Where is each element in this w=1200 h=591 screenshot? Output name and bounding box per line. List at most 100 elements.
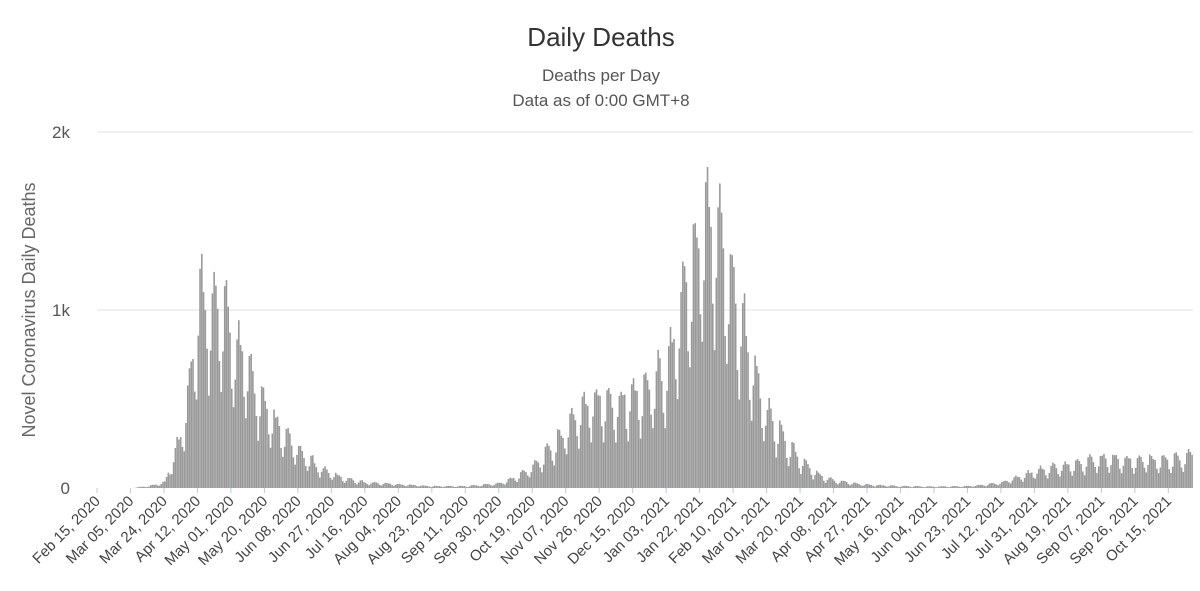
daily-deaths-bar: [555, 452, 557, 488]
daily-deaths-bar: [193, 391, 196, 488]
daily-deaths-bar: [370, 483, 372, 488]
daily-deaths-bar: [1133, 473, 1135, 488]
daily-deaths-bar: [801, 466, 804, 488]
daily-deaths-bar: [467, 486, 469, 488]
daily-deaths-bar: [292, 457, 295, 488]
daily-deaths-bar: [833, 480, 836, 488]
daily-deaths-bar: [327, 472, 330, 488]
daily-deaths-bar: [639, 438, 642, 488]
daily-deaths-bar: [345, 480, 348, 488]
daily-deaths-bar: [363, 482, 365, 488]
daily-deaths-bar: [787, 466, 790, 488]
daily-deaths-bar: [720, 212, 723, 488]
daily-deaths-bar: [805, 460, 807, 488]
daily-deaths-bar: [489, 485, 492, 488]
daily-deaths-bar: [186, 385, 189, 488]
daily-deaths-bar: [734, 303, 737, 488]
daily-deaths-bar: [1141, 461, 1144, 488]
daily-deaths-bar: [930, 486, 933, 488]
daily-deaths-bar: [162, 481, 164, 488]
daily-deaths-bar: [905, 485, 908, 488]
daily-deaths-bar: [350, 478, 353, 488]
daily-deaths-bar: [638, 419, 640, 488]
daily-deaths-bar: [558, 429, 561, 488]
daily-deaths-bar: [151, 484, 154, 488]
daily-deaths-bar: [433, 485, 436, 488]
daily-deaths-bar: [484, 484, 487, 488]
daily-deaths-bar: [671, 342, 674, 488]
daily-deaths-bar: [770, 408, 772, 488]
daily-deaths-bar: [565, 454, 568, 488]
daily-deaths-bar: [1067, 464, 1070, 488]
daily-deaths-bar: [653, 408, 656, 488]
daily-deaths-bar: [606, 390, 608, 488]
daily-deaths-bar: [879, 484, 881, 488]
daily-deaths-bar: [921, 486, 924, 488]
daily-deaths-bar: [775, 457, 778, 488]
daily-deaths-bar: [592, 416, 594, 488]
daily-deaths-bar: [1101, 455, 1104, 488]
daily-deaths-bar: [167, 472, 170, 488]
daily-deaths-bar: [682, 261, 684, 488]
daily-deaths-bar: [534, 460, 536, 488]
daily-deaths-bar: [851, 484, 853, 488]
daily-deaths-bar: [685, 282, 688, 488]
daily-deaths-bar: [1030, 472, 1033, 488]
daily-deaths-bar: [863, 485, 866, 488]
daily-deaths-bar: [1154, 460, 1156, 488]
daily-deaths-bar: [729, 254, 732, 488]
daily-deaths-bar: [808, 468, 811, 488]
daily-deaths-bar: [613, 429, 615, 488]
daily-deaths-bar: [1191, 454, 1193, 488]
daily-deaths-bar: [680, 292, 682, 488]
daily-deaths-bar: [514, 480, 517, 488]
daily-deaths-bar: [551, 460, 554, 488]
daily-deaths-bar: [1041, 468, 1044, 488]
chart-subtitle-line-1: Deaths per Day: [542, 66, 661, 85]
daily-deaths-bar: [153, 484, 156, 488]
daily-deaths-bar: [343, 482, 346, 488]
daily-deaths-bar: [264, 400, 267, 488]
daily-deaths-bar: [683, 266, 686, 488]
daily-deaths-bar: [320, 471, 323, 488]
daily-deaths-bar: [199, 268, 201, 488]
daily-deaths-bar: [601, 426, 603, 488]
daily-deaths-bar: [440, 486, 443, 488]
daily-deaths-bar: [926, 486, 929, 488]
daily-deaths-bar: [202, 292, 205, 488]
daily-deaths-bar: [1060, 470, 1063, 488]
daily-deaths-bar: [845, 482, 848, 488]
daily-deaths-bar: [1161, 455, 1163, 488]
daily-deaths-bar: [426, 485, 429, 488]
daily-deaths-bar: [347, 477, 349, 488]
daily-deaths-bar: [1009, 483, 1012, 488]
daily-deaths-bar: [223, 286, 226, 488]
daily-deaths-bar: [955, 486, 957, 488]
daily-deaths-bar: [512, 477, 515, 488]
daily-deaths-bar: [572, 414, 575, 488]
daily-deaths-bar: [847, 484, 850, 488]
daily-deaths-bar: [1085, 466, 1088, 488]
daily-deaths-bar: [141, 486, 143, 488]
daily-deaths-bar: [1177, 455, 1179, 488]
daily-deaths-bar: [935, 487, 938, 488]
daily-deaths-bar: [842, 480, 844, 488]
daily-deaths-bar: [1053, 464, 1056, 488]
y-tick-label: 0: [61, 479, 70, 498]
daily-deaths-bar: [782, 431, 785, 488]
daily-deaths-bar: [981, 484, 984, 488]
daily-deaths-bar: [689, 367, 691, 488]
daily-deaths-bar: [757, 373, 760, 488]
daily-deaths-bar: [1189, 451, 1192, 488]
daily-deaths-bar: [849, 485, 852, 488]
daily-deaths-bar: [652, 428, 654, 488]
daily-deaths-bar: [615, 442, 617, 488]
daily-deaths-bar: [1099, 456, 1102, 488]
daily-deaths-bar: [1002, 481, 1005, 488]
daily-deaths-bar: [602, 442, 605, 488]
daily-deaths-bar: [445, 486, 448, 488]
daily-deaths-bar: [267, 434, 270, 488]
daily-deaths-bar: [460, 485, 462, 488]
daily-deaths-bar: [704, 182, 707, 488]
daily-deaths-bar: [532, 464, 534, 488]
